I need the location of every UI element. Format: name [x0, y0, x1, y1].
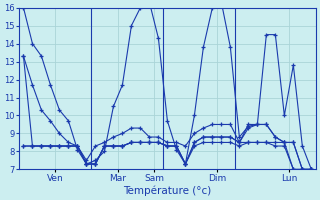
X-axis label: Température (°c): Température (°c)	[123, 185, 212, 196]
